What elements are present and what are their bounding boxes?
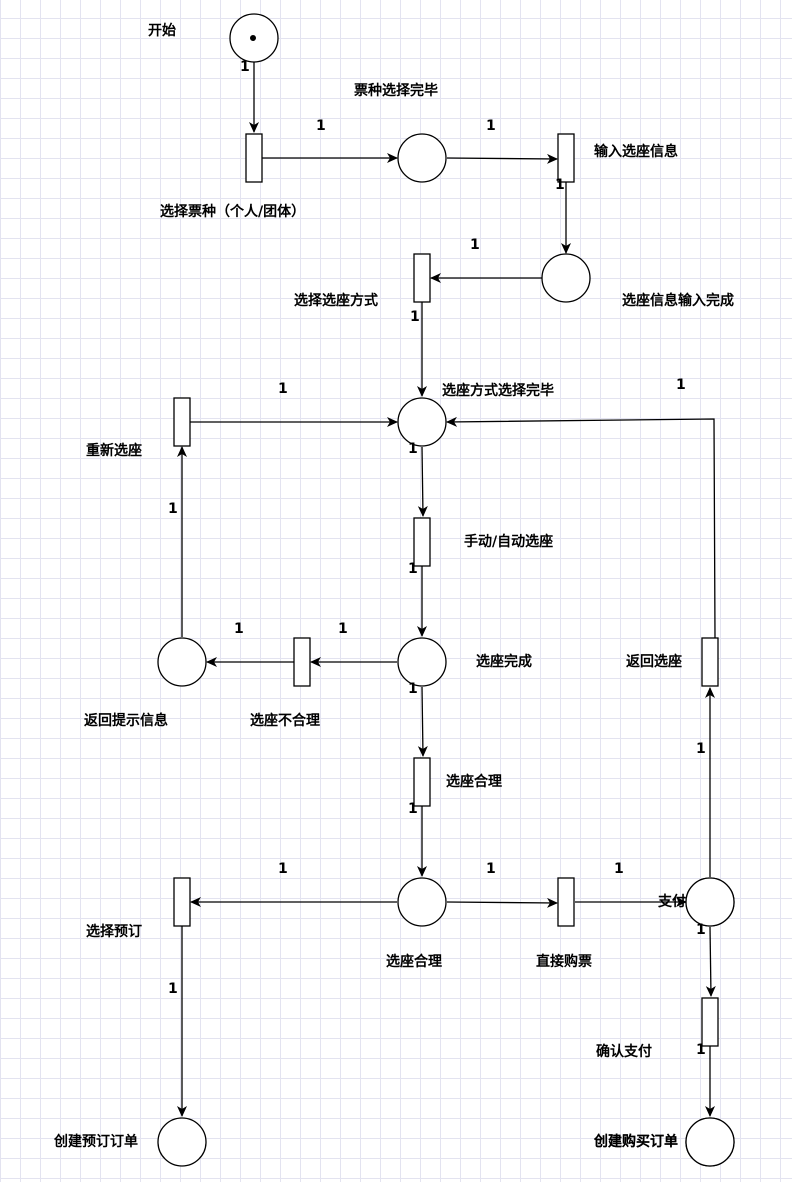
weight: 1 (614, 861, 624, 877)
transition-reserve (173, 877, 191, 927)
transition-buy (557, 877, 575, 927)
weight: 1 (486, 118, 496, 134)
label-reasonable: 选座合理 (446, 773, 502, 790)
arc-pay-to-confirm (705, 926, 716, 997)
arcs (177, 62, 716, 1117)
weight: 1 (278, 861, 288, 877)
label-buy-order-top: 创建购买订单 (593, 1133, 678, 1150)
place-hint (157, 637, 207, 687)
label-select-ticket: 选择票种（个人/团体） (160, 203, 305, 220)
weight: 1 (676, 377, 686, 393)
place-reserve-order (157, 1117, 207, 1167)
weight: 1 (408, 801, 418, 817)
arc-reasonable-place-to-buy (446, 897, 558, 908)
label-reserve: 选择预订 (86, 923, 142, 940)
label-unreasonable: 选座不合理 (250, 712, 320, 729)
label-buy: 直接购票 (536, 953, 592, 970)
arc-method-done-to-manual-auto (417, 446, 428, 517)
place-buy-order-overlay (685, 1117, 735, 1167)
label-reserve-order: 创建预订订单 (53, 1133, 138, 1150)
place-reasonable (397, 877, 447, 927)
weight: 1 (278, 381, 288, 397)
weight: 1 (168, 981, 178, 997)
label-start: 开始 (148, 22, 176, 39)
weight: 1 (486, 861, 496, 877)
label-reasonable-place: 选座合理 (386, 953, 442, 970)
transition-reselect (173, 397, 191, 447)
place-ticket-done (397, 133, 447, 183)
weight: 1 (696, 1042, 706, 1058)
token (250, 35, 256, 41)
label-select-method: 选择选座方式 (294, 292, 378, 309)
arc-back-to-method-done (446, 416, 716, 639)
transition-input-seat-info (557, 133, 575, 183)
weight: 1 (696, 741, 706, 757)
label-confirm: 确认支付 (596, 1043, 652, 1060)
weight: 1 (168, 501, 178, 517)
label-pay: 支付 (657, 893, 686, 910)
label-buy-order: 创建购买订单 (593, 1133, 678, 1150)
weight: 1 (408, 681, 418, 697)
label-input-seat-info: 输入选座信息 (594, 143, 678, 160)
transition-reasonable (413, 757, 431, 807)
label-manual-auto: 手动/自动选座 (464, 533, 553, 550)
transition-back (701, 637, 719, 687)
transitions (173, 133, 719, 1047)
weight: 1 (240, 59, 250, 75)
places (157, 13, 735, 1167)
label-reselect: 重新选座 (86, 442, 142, 459)
transition-manual-auto (413, 517, 431, 567)
label-ticket-done: 票种选择完毕 (354, 82, 438, 99)
label-seat-done: 选座完成 (476, 653, 532, 670)
label-hint: 返回提示信息 (84, 712, 168, 729)
label-method-done: 选座方式选择完毕 (442, 382, 554, 399)
weight: 1 (408, 561, 418, 577)
transition-unreasonable (293, 637, 311, 687)
place-seat-info-done (541, 253, 591, 303)
weight: 1 (410, 309, 420, 325)
weight: 1 (316, 118, 326, 134)
node-labels: 开始 票种选择完毕 选择票种（个人/团体） 输入选座信息 选座信息输入完成 选择… (53, 22, 734, 1150)
label-seat-info-done: 选座信息输入完成 (622, 292, 734, 309)
weight: 1 (408, 441, 418, 457)
place-pay-overlay (685, 877, 735, 927)
weight: 1 (234, 621, 244, 637)
weight: 1 (338, 621, 348, 637)
weight: 1 (696, 922, 706, 938)
weight: 1 (470, 237, 480, 253)
arc-weights: 1 1 1 1 1 1 1 1 1 1 1 1 1 1 1 1 1 1 1 1 … (168, 59, 706, 1058)
place-method-done (397, 397, 447, 447)
label-back: 返回选座 (626, 653, 682, 670)
transition-select-method (413, 253, 431, 303)
arc-ticket-done-to-input-seat-info (446, 153, 558, 164)
transition-confirm (701, 997, 719, 1047)
arc-seat-done-to-reasonable (417, 686, 428, 757)
transition-select-ticket (245, 133, 263, 183)
weight: 1 (555, 177, 565, 193)
place-seat-done (397, 637, 447, 687)
